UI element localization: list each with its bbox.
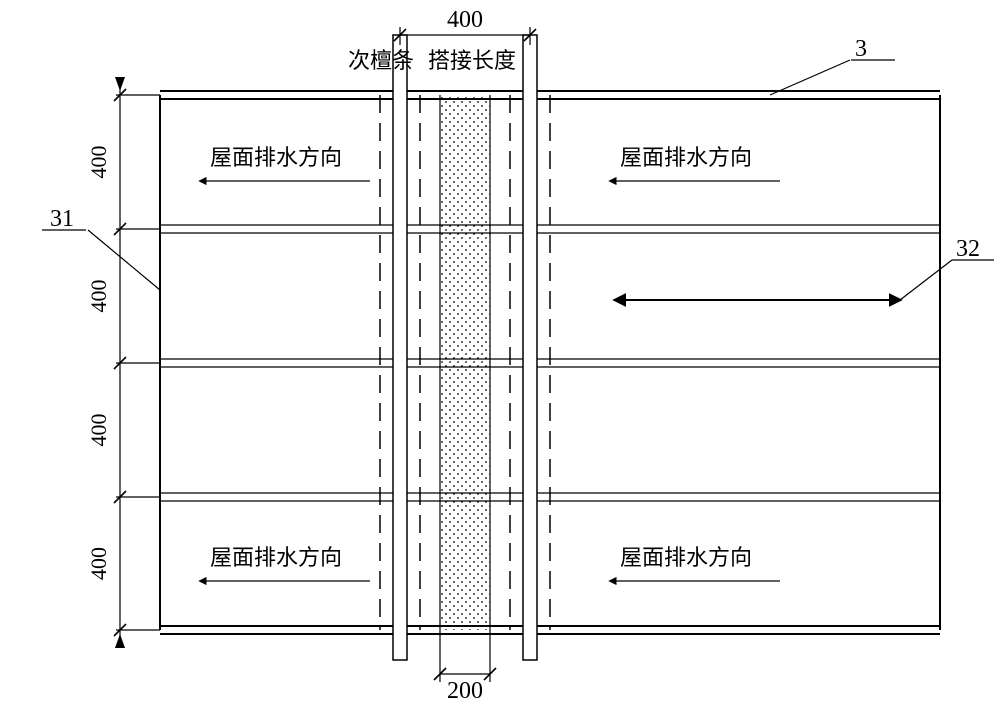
purlin-rail-1 xyxy=(523,35,537,660)
overlap-region xyxy=(440,95,490,630)
purlin-rail-0 xyxy=(393,35,407,660)
callout-3: 3 xyxy=(855,36,867,62)
callout-31: 31 xyxy=(50,206,74,232)
label-drainage: 屋面排水方向 xyxy=(620,145,752,170)
dim-top-value: 400 xyxy=(447,7,483,33)
dim-left-label: 400 xyxy=(86,547,111,580)
label-drainage: 屋面排水方向 xyxy=(210,545,342,570)
label-drainage: 屋面排水方向 xyxy=(620,545,752,570)
label-overlap: 搭接长度 xyxy=(428,48,516,73)
dim-bottom-value: 200 xyxy=(447,678,483,704)
dim-left-label: 400 xyxy=(86,146,111,179)
dim-left-label: 400 xyxy=(86,414,111,447)
label-drainage: 屋面排水方向 xyxy=(210,145,342,170)
callout-32: 32 xyxy=(956,236,980,262)
label-purlin: 次檀条 xyxy=(348,48,414,73)
dim-left-label: 400 xyxy=(86,280,111,313)
